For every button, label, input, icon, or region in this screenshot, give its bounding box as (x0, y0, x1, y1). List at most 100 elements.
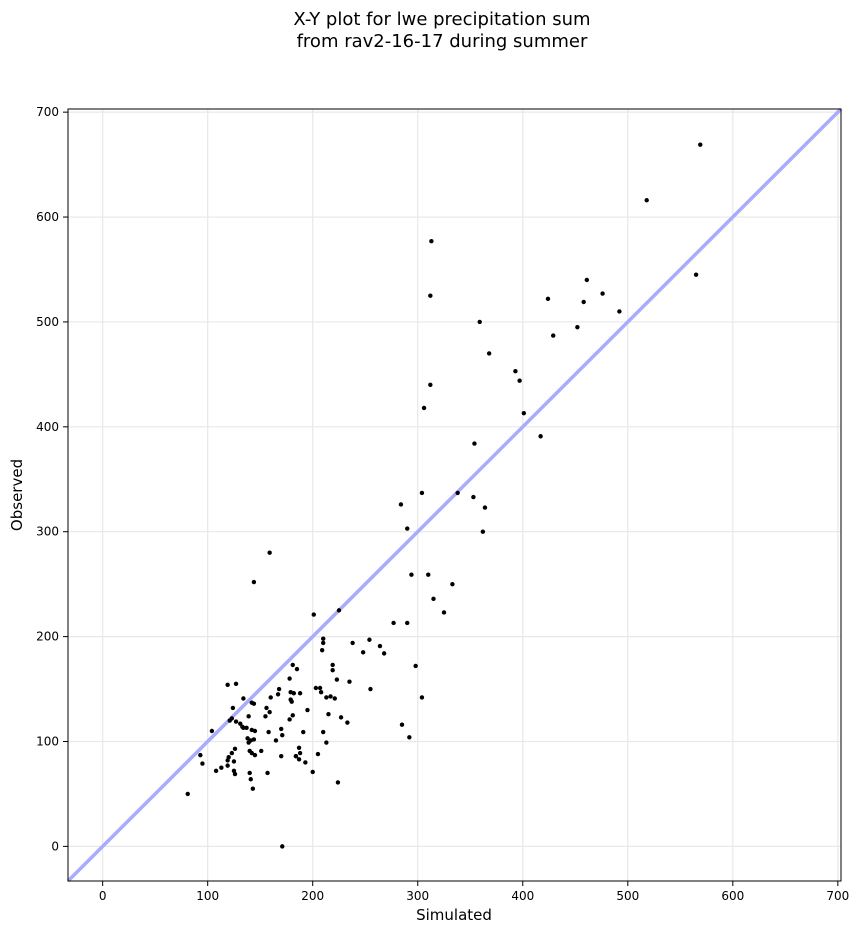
data-point (350, 640, 355, 646)
data-point (313, 685, 319, 691)
data-point (251, 579, 257, 585)
one-to-one-reference-line (66, 107, 843, 883)
data-point (311, 612, 316, 617)
data-point (266, 729, 271, 735)
data-point (291, 691, 297, 696)
data-point (345, 720, 350, 725)
y-tick-label: 100 (36, 734, 59, 748)
data-point (267, 550, 272, 555)
data-point (360, 650, 366, 655)
data-point (233, 681, 239, 687)
data-point (600, 291, 605, 296)
data-point (324, 740, 329, 745)
data-point (328, 694, 333, 699)
data-point (398, 502, 404, 507)
x-tick-label: 0 (99, 889, 107, 903)
data-point (276, 686, 282, 692)
data-points (185, 142, 703, 849)
data-point (198, 752, 203, 758)
y-tick-label: 400 (36, 420, 59, 434)
data-point (324, 695, 329, 700)
data-point (584, 277, 590, 283)
data-point (399, 722, 405, 727)
data-point (419, 490, 425, 496)
data-point (305, 707, 310, 713)
data-point (330, 667, 335, 673)
data-point (265, 770, 270, 776)
data-point (231, 759, 237, 764)
data-point (482, 505, 488, 510)
data-point (232, 771, 238, 777)
data-point (279, 726, 284, 732)
data-point (248, 777, 253, 782)
data-point (232, 746, 238, 752)
x-tick-label: 300 (406, 889, 429, 903)
x-axis-ticks: 0 100 200 300 400 500 600 700 (99, 881, 849, 903)
data-point (249, 750, 254, 756)
y-axis-ticks: 0 100 200 300 400 500 600 700 (36, 105, 68, 853)
data-point (644, 198, 649, 203)
data-point (259, 748, 264, 754)
data-point (517, 378, 522, 383)
data-point (381, 651, 387, 656)
data-point (693, 272, 699, 277)
data-point (287, 676, 292, 681)
data-point (413, 663, 418, 669)
y-tick-label: 300 (36, 525, 59, 539)
data-point (338, 715, 344, 720)
data-point (409, 572, 414, 577)
x-tick-label: 200 (301, 889, 324, 903)
data-point (551, 333, 556, 338)
data-point (290, 662, 295, 668)
data-point (335, 780, 341, 785)
data-point (377, 643, 383, 649)
chart-title-line-1: X-Y plot for lwe precipitation sum (293, 9, 590, 30)
x-tick-label: 400 (511, 889, 534, 903)
x-axis-label: Simulated (416, 906, 492, 924)
data-point (251, 737, 257, 742)
data-point (317, 685, 323, 691)
data-point (321, 636, 326, 641)
data-point (472, 441, 477, 446)
data-point (250, 786, 256, 791)
data-point (263, 714, 268, 719)
data-point (280, 844, 285, 849)
data-point (225, 758, 230, 763)
y-tick-label: 700 (36, 105, 59, 119)
data-point (391, 620, 396, 626)
data-point (336, 608, 342, 613)
data-point (241, 725, 246, 731)
data-point (330, 662, 335, 668)
data-point (326, 712, 331, 717)
data-point (301, 729, 306, 735)
data-point (698, 142, 703, 147)
data-point (267, 709, 272, 715)
data-point (405, 526, 410, 531)
data-point (290, 713, 295, 718)
data-point (251, 701, 257, 706)
data-point (521, 410, 527, 416)
data-point (287, 717, 292, 722)
data-point (513, 369, 518, 374)
y-tick-label: 200 (36, 630, 59, 644)
data-point (233, 719, 239, 724)
x-tick-label: 700 (826, 889, 849, 903)
data-point (252, 752, 258, 758)
data-point (486, 351, 492, 356)
data-point (428, 382, 433, 388)
data-point (279, 753, 284, 759)
data-point (450, 581, 455, 587)
x-tick-label: 500 (616, 889, 639, 903)
data-point (225, 763, 230, 768)
data-point (310, 769, 315, 775)
data-point (245, 736, 250, 741)
data-point (293, 753, 299, 759)
data-point (246, 740, 251, 745)
data-point (428, 293, 433, 298)
data-point (334, 677, 340, 682)
data-point (268, 695, 273, 700)
data-point (581, 299, 586, 305)
data-point (480, 529, 486, 534)
data-point (455, 490, 460, 496)
